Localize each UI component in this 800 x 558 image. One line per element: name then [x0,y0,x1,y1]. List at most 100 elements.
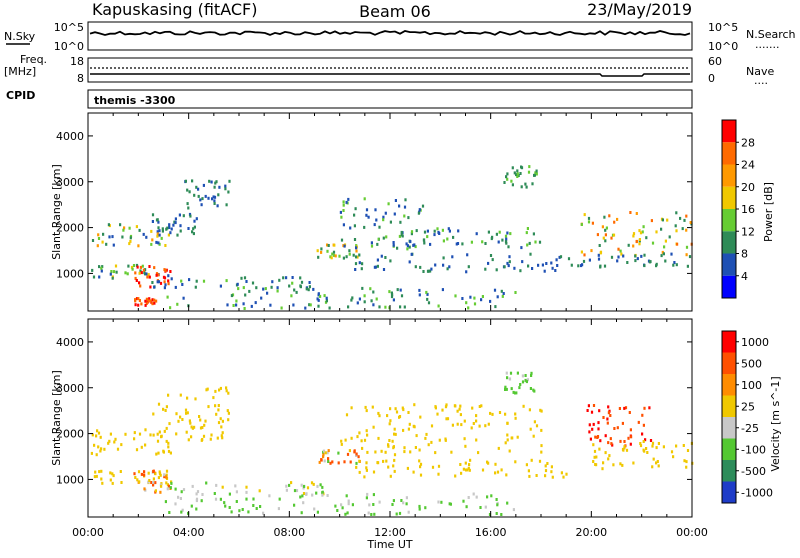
data-cell [188,278,191,282]
data-cell [559,255,563,259]
data-cell [418,507,421,511]
data-cell [689,221,692,224]
data-cell [372,303,375,307]
data-cell [480,404,483,408]
data-cell [613,220,616,224]
data-cell [156,230,159,234]
data-cell [475,438,478,442]
data-cell [336,509,339,512]
data-cell [318,460,321,464]
data-cell [650,219,653,223]
data-cell [389,220,392,224]
data-cell [598,244,601,247]
data-cell [629,442,632,446]
data-cell [433,229,436,233]
data-cell [670,252,673,256]
data-cell [190,435,193,439]
data-cell [441,408,444,412]
data-cell [326,451,329,455]
data-cell [597,253,600,257]
data-cell [374,208,377,212]
nsearch-label: N.Search [746,28,796,41]
data-cell [441,288,444,292]
data-cell [464,461,467,465]
data-cell [179,224,182,228]
data-cell [90,451,93,455]
data-cell [378,500,381,504]
data-cell [95,434,98,438]
data-cell [98,275,101,279]
data-cell [466,253,469,257]
data-cell [162,407,165,411]
data-cell [425,432,428,436]
data-cell [169,270,172,273]
data-cell [580,223,583,226]
data-cell [591,221,594,225]
data-cell [592,422,595,426]
data-cell [583,213,586,217]
data-cell [460,423,463,427]
y-tick-label: 2000 [56,428,84,441]
data-cell [97,431,101,435]
data-cell [685,253,688,257]
data-cell [204,194,207,198]
data-cell [606,421,609,425]
data-cell [310,481,314,485]
data-cell [623,445,626,448]
data-cell [351,296,354,300]
data-cell [162,450,165,454]
data-cell [311,493,314,497]
data-cell [519,172,522,175]
data-cell [142,232,145,236]
data-cell [345,413,349,417]
data-cell [98,470,101,474]
data-cell [235,299,238,303]
data-cell [387,202,390,206]
data-cell [380,449,383,453]
data-cell [456,409,459,413]
data-cell [430,267,433,271]
data-cell [97,237,101,240]
data-cell [173,220,176,224]
data-cell [587,220,591,224]
data-cell [322,453,325,457]
data-cell [645,447,648,450]
data-cell [657,464,660,468]
data-cell [119,470,122,473]
data-cell [192,232,195,236]
data-cell [163,268,166,272]
data-cell [376,264,379,268]
data-cell [624,406,628,410]
data-cell [111,472,114,476]
data-cell [487,261,490,265]
data-cell [558,255,561,259]
data-cell [627,243,630,247]
data-cell [506,501,509,505]
data-cell [102,232,105,236]
data-cell [327,244,330,247]
data-cell [245,490,248,494]
data-cell [112,474,115,478]
data-cell [109,471,112,475]
data-cell [151,302,154,306]
freq-left-tick-top: 18 [70,55,84,68]
data-cell [159,281,163,285]
data-cell [182,214,185,218]
data-cell [181,283,184,286]
velocity-heatmap-cells [90,371,694,516]
data-cell [382,218,385,222]
data-cell [527,170,531,174]
data-cell [484,267,487,271]
data-cell [320,458,323,462]
data-cell [505,371,508,375]
data-cell [540,428,543,432]
data-cell [219,497,222,501]
data-cell [138,228,141,232]
data-cell [224,504,227,508]
data-cell [338,254,341,258]
data-cell [201,493,204,496]
data-cell [467,496,470,499]
data-cell [187,511,190,515]
data-cell [508,260,511,264]
data-cell [144,272,147,276]
